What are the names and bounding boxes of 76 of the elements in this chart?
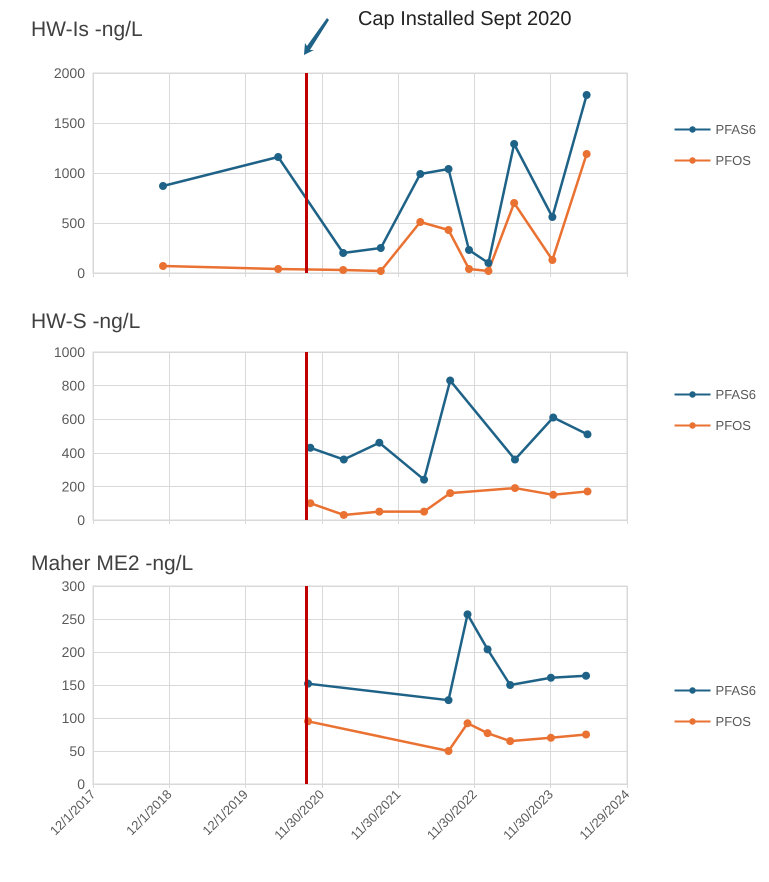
point [510, 140, 518, 148]
point [582, 91, 591, 99]
point [444, 226, 453, 234]
point [446, 376, 454, 385]
point [375, 438, 384, 447]
point [548, 213, 556, 221]
point [446, 489, 454, 498]
y-tick-label: 2000 [54, 65, 86, 81]
point [274, 153, 282, 161]
y-tick-label: 600 [62, 411, 86, 428]
y-tick-label: 0 [77, 512, 86, 528]
point [376, 244, 385, 252]
chart-title: HW-S -ng/L [31, 310, 140, 333]
legend-label: PFAS6 [716, 122, 756, 137]
chart-title: Maher ME2 -ng/L [31, 552, 194, 575]
point [444, 747, 453, 755]
point [339, 249, 348, 257]
point [546, 674, 555, 682]
y-tick-label: 250 [62, 611, 86, 627]
text: Cap Installed Sept 2020 [358, 8, 572, 30]
legend-label: PFOS [716, 714, 752, 729]
point [484, 729, 492, 738]
y-tick-label: 200 [62, 478, 86, 494]
legend-label: PFAS6 [716, 387, 756, 402]
point [510, 199, 518, 207]
point [584, 430, 592, 438]
point [465, 246, 473, 254]
point [510, 456, 519, 464]
y-tick-label: 300 [62, 578, 86, 594]
y-tick-label: 50 [69, 743, 86, 759]
point [420, 476, 428, 484]
point [464, 719, 472, 728]
point [549, 490, 558, 499]
point [582, 672, 590, 680]
point [375, 508, 384, 516]
y-tick-label: 1500 [54, 115, 86, 131]
y-tick-label: 800 [62, 378, 86, 394]
point [510, 484, 519, 492]
y-tick-label: 100 [62, 710, 86, 726]
point [484, 645, 492, 654]
point [159, 182, 168, 190]
point [339, 266, 348, 274]
point [582, 730, 590, 738]
point [465, 265, 473, 273]
y-tick-label: 1000 [54, 344, 86, 360]
point [444, 696, 453, 704]
legend-label: PFOS [716, 418, 752, 433]
point [464, 610, 472, 618]
point [416, 218, 424, 226]
point [549, 414, 558, 422]
y-tick-label: 0 [77, 265, 86, 281]
y-tick-label: 200 [62, 644, 86, 660]
point [274, 265, 282, 273]
y-tick-label: 500 [62, 215, 86, 231]
point [416, 170, 424, 178]
point [376, 267, 385, 275]
y-tick-label: 400 [62, 444, 86, 461]
point [582, 150, 591, 158]
y-tick-label: 1000 [54, 165, 86, 181]
point [159, 262, 168, 270]
point [506, 681, 514, 689]
point [484, 259, 492, 267]
point [584, 487, 592, 496]
point [420, 508, 428, 516]
y-tick-label: 0 [77, 776, 86, 792]
point [506, 737, 514, 746]
chart-title: HW-Is -ng/L [31, 18, 143, 41]
legend-label: PFAS6 [716, 683, 756, 698]
point [484, 267, 492, 275]
point [546, 734, 555, 742]
point [340, 510, 348, 519]
y-tick-label: 150 [62, 677, 86, 693]
legend-label: PFOS [716, 153, 752, 168]
point [340, 456, 348, 464]
point [444, 165, 453, 173]
point [548, 256, 556, 264]
